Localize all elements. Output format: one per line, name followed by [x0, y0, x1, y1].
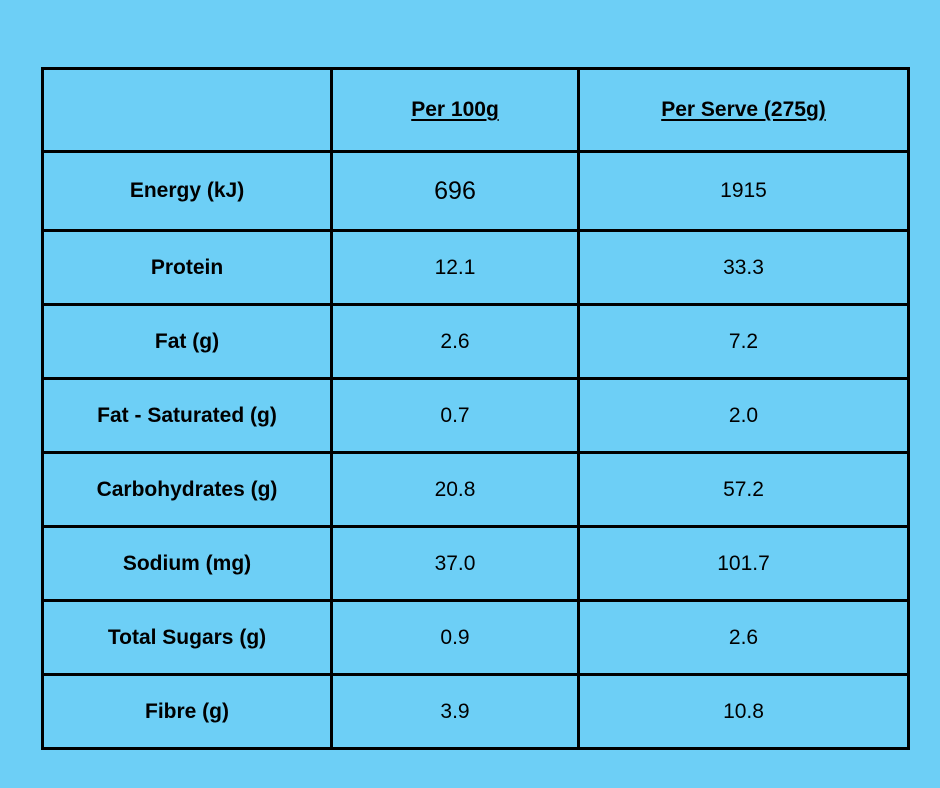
nutrition-table: Per 100g Per Serve (275g) Energy (kJ) 69… — [41, 67, 910, 750]
table-row: Protein 12.1 33.3 — [41, 229, 910, 306]
per-100g-value: 696 — [330, 150, 580, 232]
header-row: Per 100g Per Serve (275g) — [41, 67, 910, 153]
per-100g-value: 20.8 — [330, 451, 580, 528]
nutrient-label: Protein — [41, 229, 333, 306]
table-row: Total Sugars (g) 0.9 2.6 — [41, 599, 910, 676]
table-row: Fibre (g) 3.9 10.8 — [41, 673, 910, 750]
table-row: Energy (kJ) 696 1915 — [41, 150, 910, 232]
table-row: Fat - Saturated (g) 0.7 2.0 — [41, 377, 910, 454]
per-serve-value: 2.6 — [577, 599, 910, 676]
nutrient-label: Fibre (g) — [41, 673, 333, 750]
per-serve-value: 57.2 — [577, 451, 910, 528]
table-row: Carbohydrates (g) 20.8 57.2 — [41, 451, 910, 528]
per-100g-value: 3.9 — [330, 673, 580, 750]
per-100g-value: 2.6 — [330, 303, 580, 380]
per-serve-value: 1915 — [577, 150, 910, 232]
table-row: Fat (g) 2.6 7.2 — [41, 303, 910, 380]
nutrient-label: Fat - Saturated (g) — [41, 377, 333, 454]
nutrient-label: Sodium (mg) — [41, 525, 333, 602]
per-serve-value: 2.0 — [577, 377, 910, 454]
header-blank-cell — [41, 67, 333, 153]
per-100g-value: 12.1 — [330, 229, 580, 306]
table-row: Sodium (mg) 37.0 101.7 — [41, 525, 910, 602]
nutrient-label: Total Sugars (g) — [41, 599, 333, 676]
per-serve-value: 101.7 — [577, 525, 910, 602]
per-100g-value: 0.7 — [330, 377, 580, 454]
nutrient-label: Energy (kJ) — [41, 150, 333, 232]
nutrient-label: Fat (g) — [41, 303, 333, 380]
per-serve-value: 33.3 — [577, 229, 910, 306]
nutrient-label: Carbohydrates (g) — [41, 451, 333, 528]
per-100g-value: 37.0 — [330, 525, 580, 602]
per-serve-value: 7.2 — [577, 303, 910, 380]
header-per-100g: Per 100g — [330, 67, 580, 153]
header-per-serve: Per Serve (275g) — [577, 67, 910, 153]
per-serve-value: 10.8 — [577, 673, 910, 750]
per-100g-value: 0.9 — [330, 599, 580, 676]
